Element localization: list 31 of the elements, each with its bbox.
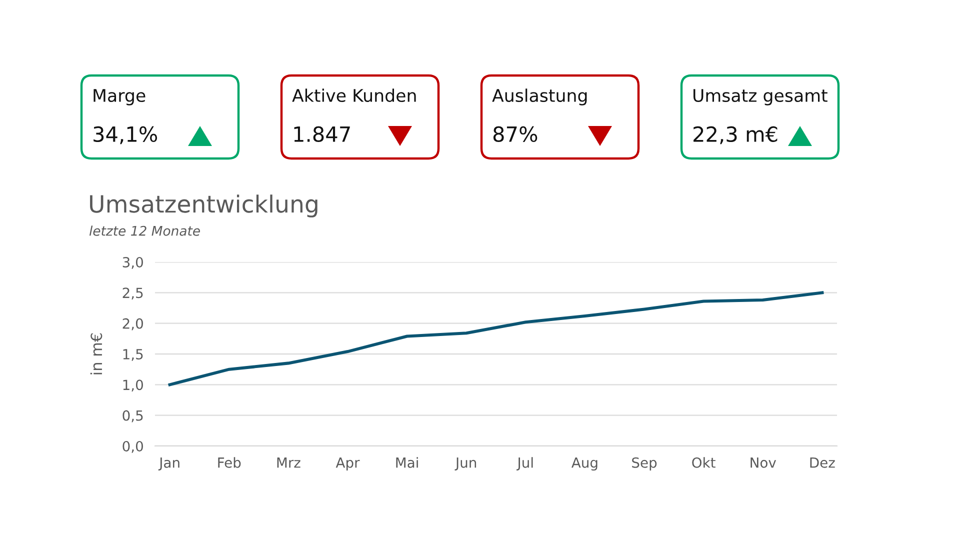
y-tick-label: 1,0 <box>123 380 143 392</box>
y-tick-label: 0,5 <box>122 410 143 422</box>
text: Auslastung <box>492 88 587 106</box>
x-tick-label: Mai <box>396 457 418 468</box>
text: 22,3 m€ <box>694 126 778 144</box>
text: Marge <box>94 89 146 106</box>
x-tick-label: Jun <box>454 458 476 470</box>
x-tick-label: Okt <box>692 457 716 468</box>
x-tick-label: Aug <box>572 458 598 471</box>
x-tick-label: Feb <box>218 457 241 468</box>
x-tick-label: Nov <box>750 458 776 468</box>
y-tick-label: 1,5 <box>123 349 143 361</box>
text: Umsatz gesamt <box>694 89 828 106</box>
text: 1.847 <box>294 126 350 142</box>
y-tick-label: 2,5 <box>122 288 143 300</box>
y-axis-title: in m€ <box>90 333 102 374</box>
x-tick-label: Jul <box>516 457 533 470</box>
y-tick-label: 3,0 <box>122 256 143 269</box>
chart-title: Umsatzentwicklung <box>90 194 318 218</box>
y-tick-label: 0,0 <box>122 440 143 453</box>
chart-subtitle: letzte 12 Monate <box>89 226 200 236</box>
line-series <box>168 291 824 386</box>
x-tick-label: Sep <box>632 457 657 471</box>
text: 34,1% <box>94 126 158 144</box>
x-tick-label: Apr <box>336 458 360 471</box>
x-tick-label: Jan <box>158 458 180 470</box>
text: Aktive Kunden <box>292 88 416 102</box>
x-tick-label: Dez <box>810 458 835 468</box>
y-tick-label: 2,0 <box>122 318 143 330</box>
text: 87% <box>493 126 538 142</box>
x-tick-label: Mrz <box>277 458 300 468</box>
